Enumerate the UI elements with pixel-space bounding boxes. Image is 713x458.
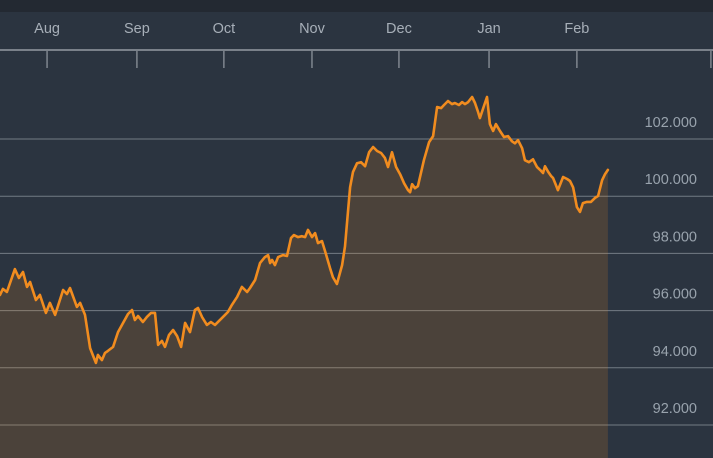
series-line[interactable] (0, 95, 610, 365)
x-axis-label: Jan (477, 21, 500, 37)
y-axis-label: 94.000 (653, 344, 697, 360)
y-axis-label: 102.000 (645, 115, 697, 131)
x-axis-label: Oct (213, 21, 236, 37)
y-axis-label: 98.000 (653, 229, 697, 245)
x-axis-label: Sep (124, 21, 150, 37)
x-axis-label: Feb (564, 21, 589, 37)
x-axis-label: Nov (299, 21, 326, 37)
y-axis-label: 100.000 (645, 172, 697, 188)
x-axis-label: Aug (34, 21, 60, 37)
y-axis-label: 96.000 (653, 287, 697, 303)
top-strip (0, 0, 713, 12)
x-axis-label: Dec (386, 21, 412, 37)
series-area (0, 97, 608, 458)
y-axis-label: 92.000 (653, 401, 697, 417)
